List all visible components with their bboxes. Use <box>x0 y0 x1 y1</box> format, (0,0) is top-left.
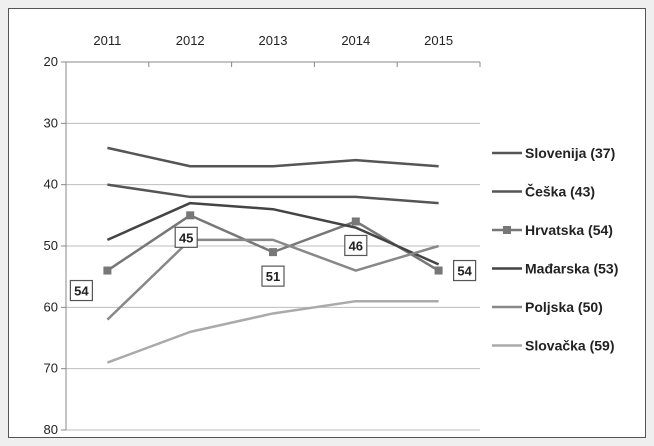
series-marker <box>103 266 112 275</box>
y-tick-label: 60 <box>44 299 58 314</box>
series-marker <box>186 211 195 220</box>
series-marker <box>434 266 443 275</box>
series-line-5 <box>106 299 439 364</box>
legend-entry: Mađarska (53) <box>525 261 618 277</box>
data-label: 45 <box>179 230 193 245</box>
x-tick-label: 2015 <box>424 33 453 48</box>
x-tick-label: 2014 <box>341 33 370 48</box>
legend-entry: Poljska (50) <box>525 299 603 315</box>
data-label-box <box>69 279 94 302</box>
data-label-box <box>453 259 477 282</box>
data-label: 51 <box>266 269 280 284</box>
series-marker <box>351 217 360 226</box>
data-label: 46 <box>349 238 363 253</box>
y-tick-label: 50 <box>44 238 58 253</box>
chart-frame <box>8 8 646 438</box>
y-tick-label: 20 <box>44 54 58 69</box>
legend-entry: Hrvatska (54) <box>525 222 613 238</box>
legend-entry: Češka (43) <box>525 183 595 200</box>
grid-lines <box>66 61 480 431</box>
data-labels: 54 45 51 46 54 <box>69 226 477 302</box>
y-tick-label: 30 <box>44 115 58 130</box>
axes: 20 30 40 50 60 70 80 2011 2012 2013 2014 2015 <box>44 33 481 437</box>
x-tick-label: 2011 <box>93 33 121 48</box>
y-tick-label: 70 <box>44 361 58 376</box>
data-label: 54 <box>457 264 472 279</box>
y-tick-label: 40 <box>44 177 58 192</box>
series-line-3 <box>106 201 440 266</box>
y-tick-label: 80 <box>44 422 58 437</box>
data-label-box <box>261 265 285 287</box>
data-label-box <box>344 234 368 257</box>
series-line-1 <box>107 183 439 205</box>
legend-marker <box>503 226 511 234</box>
series-marker <box>269 248 277 257</box>
series-line-0 <box>107 146 439 168</box>
x-tick-label: 2012 <box>176 33 205 48</box>
legend: Slovenija (37) Češka (43) Hrvatska (54) Mađ… <box>492 145 618 354</box>
series-lines <box>103 146 443 364</box>
data-label: 54 <box>74 284 89 299</box>
legend-entry: Slovačka (59) <box>525 338 615 354</box>
legend-entry: Slovenija (37) <box>525 145 615 161</box>
series-line-4 <box>106 238 439 321</box>
x-tick-label: 2013 <box>259 33 288 48</box>
data-label-box <box>174 226 198 248</box>
